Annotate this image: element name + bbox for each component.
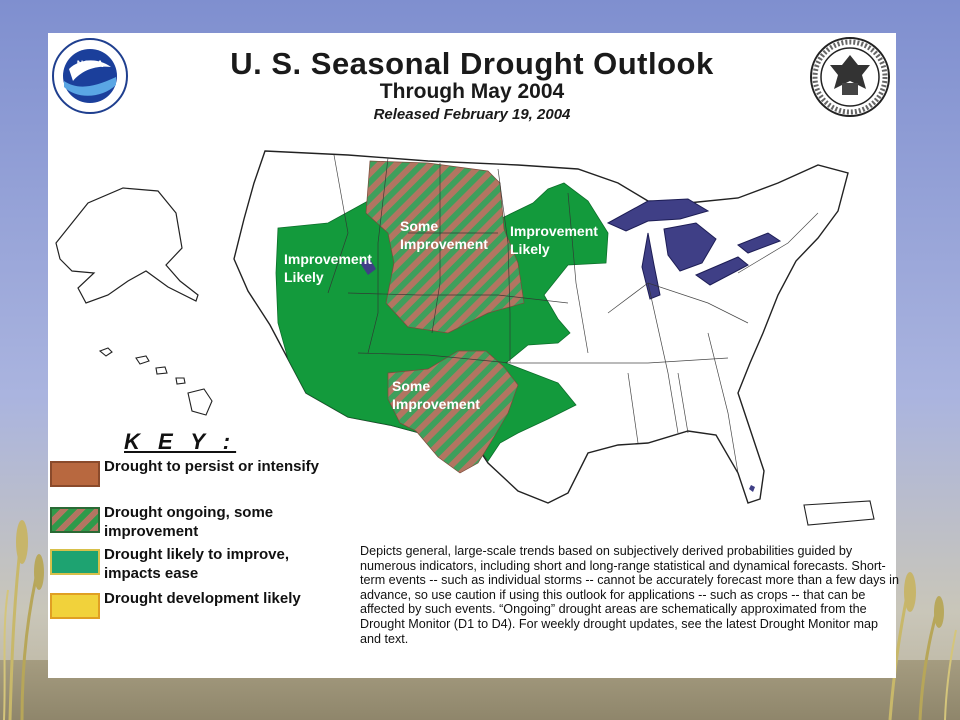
page-title: U. S. Seasonal Drought Outlook (230, 46, 714, 81)
noaa-logo-icon: NOAA (52, 38, 128, 114)
label-plains-some-line2: Improvement (400, 236, 488, 252)
great-lakes (606, 198, 782, 300)
label-west-improvement-line1: Improvement (284, 251, 372, 267)
key-swatch-improve (50, 549, 100, 575)
key-heading: K E Y : (124, 429, 237, 454)
key-label-improve: Drought likely to improve, impacts ease (104, 546, 290, 582)
key-swatch-persist (50, 461, 100, 487)
outlook-period: Through May 2004 (379, 80, 565, 103)
label-plains-some-line1: Some (400, 218, 438, 234)
label-west-improvement-line2: Likely (284, 269, 324, 285)
reeds-left-decoration (3, 520, 44, 720)
noaa-logo-text: NOAA (77, 59, 104, 69)
florida-lake (749, 485, 755, 492)
alaska-outline (55, 187, 199, 304)
key-item-persist: Drought to persist or intensify (50, 457, 350, 497)
some-improvement-region-southwest (387, 350, 519, 474)
hawaii-outline (98, 347, 213, 416)
puerto-rico-outline (803, 500, 875, 526)
us-drought-map: Improvement Likely Some Improvement Impr… (55, 150, 875, 526)
release-date: Released February 19, 2004 (373, 106, 571, 123)
key-item-improve: Drought likely to improve, impacts ease (50, 545, 350, 585)
key-label-persist: Drought to persist or intensify (104, 458, 320, 475)
key-item-ongoing: Drought ongoing, some improvement (50, 503, 350, 543)
label-midwest-improvement-line1: Improvement (510, 223, 598, 239)
commerce-seal-icon (810, 37, 890, 117)
outlook-description: Depicts general, large-scale trends base… (360, 544, 899, 646)
label-southwest-some-line1: Some (392, 378, 430, 394)
key-swatch-development (50, 593, 100, 619)
great-salt-lake (360, 259, 376, 275)
key-label-ongoing: Drought ongoing, some improvement (104, 504, 274, 540)
drought-outlook-panel: NOAA U. S. Seasonal Drought Outlook Thro… (48, 33, 899, 678)
key-swatch-ongoing (50, 507, 100, 533)
label-southwest-some-line2: Improvement (392, 396, 480, 412)
some-improvement-region-north (365, 160, 525, 334)
label-midwest-improvement-line2: Likely (510, 241, 550, 257)
key-item-development: Drought development likely (50, 589, 350, 629)
state-lines (327, 154, 819, 474)
key-label-development: Drought development likely (104, 590, 301, 607)
reeds-right-decoration (888, 572, 957, 720)
